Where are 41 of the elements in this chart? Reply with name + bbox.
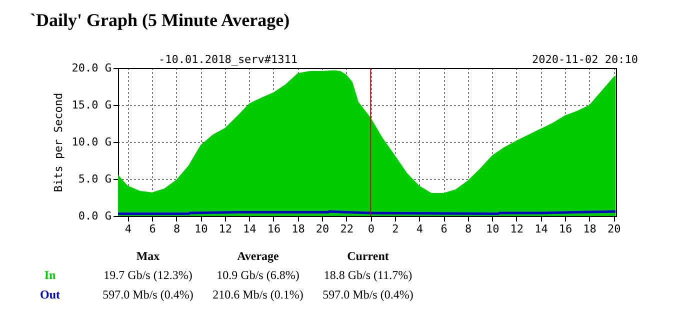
text: 597.0 Mb/s (0.4%) — [322, 288, 414, 302]
x-tick-label: 14 — [243, 222, 257, 236]
x-tick-label: 4 — [416, 222, 424, 236]
text: 210.6 Mb/s (0.1%) — [212, 288, 304, 302]
x-tick-label: 18 — [583, 222, 596, 236]
x-tick-label: 18 — [292, 222, 305, 236]
text: 2020-11-02 20:10 — [532, 53, 638, 66]
text: 10.9 Gb/s (6.8%) — [216, 268, 300, 282]
x-tick-label: 22 — [340, 222, 354, 236]
x-tick-label: 8 — [173, 222, 180, 236]
x-tick-label: 4 — [124, 222, 132, 236]
text: Out — [40, 288, 60, 302]
x-tick-label: 6 — [440, 222, 448, 236]
x-tick-label: 10 — [194, 222, 208, 236]
text: -10.01.2018_serv#1311 — [158, 53, 298, 66]
text: Current — [347, 249, 389, 263]
text: In — [44, 268, 56, 282]
x-tick-label: 0 — [368, 222, 374, 236]
x-tick-label: 14 — [534, 222, 548, 236]
y-tick-label: 10.0 G — [72, 136, 112, 148]
x-tick-label: 2 — [392, 222, 399, 236]
x-tick-label: 20 — [607, 222, 621, 236]
x-tick-label: 8 — [465, 222, 472, 236]
y-tick-label: 5.0 G — [78, 172, 112, 186]
text: 19.7 Gb/s (12.3%) — [104, 268, 192, 282]
x-tick-label: 10 — [486, 222, 500, 236]
text: Average — [237, 249, 280, 263]
y-tick-label: 15.0 G — [72, 98, 112, 112]
x-tick-label: 20 — [316, 222, 330, 236]
text: Max — [136, 249, 160, 263]
x-tick-label: 16 — [558, 222, 572, 236]
x-tick-label: 16 — [267, 222, 281, 236]
y-tick-label: 20.0 G — [72, 62, 112, 74]
chart-title: `Daily' Graph (5 Minute Average) — [30, 10, 290, 30]
x-tick-label: 12 — [510, 222, 524, 236]
x-tick-label: 6 — [149, 222, 156, 236]
x-tick-label: 12 — [218, 222, 232, 236]
y-axis-title: Bits per Second — [52, 92, 65, 192]
text: 18.8 Gb/s (11.7%) — [324, 268, 412, 282]
y-tick-label: 0.0 G — [78, 210, 112, 222]
text: 597.0 Mb/s (0.4%) — [102, 288, 194, 302]
